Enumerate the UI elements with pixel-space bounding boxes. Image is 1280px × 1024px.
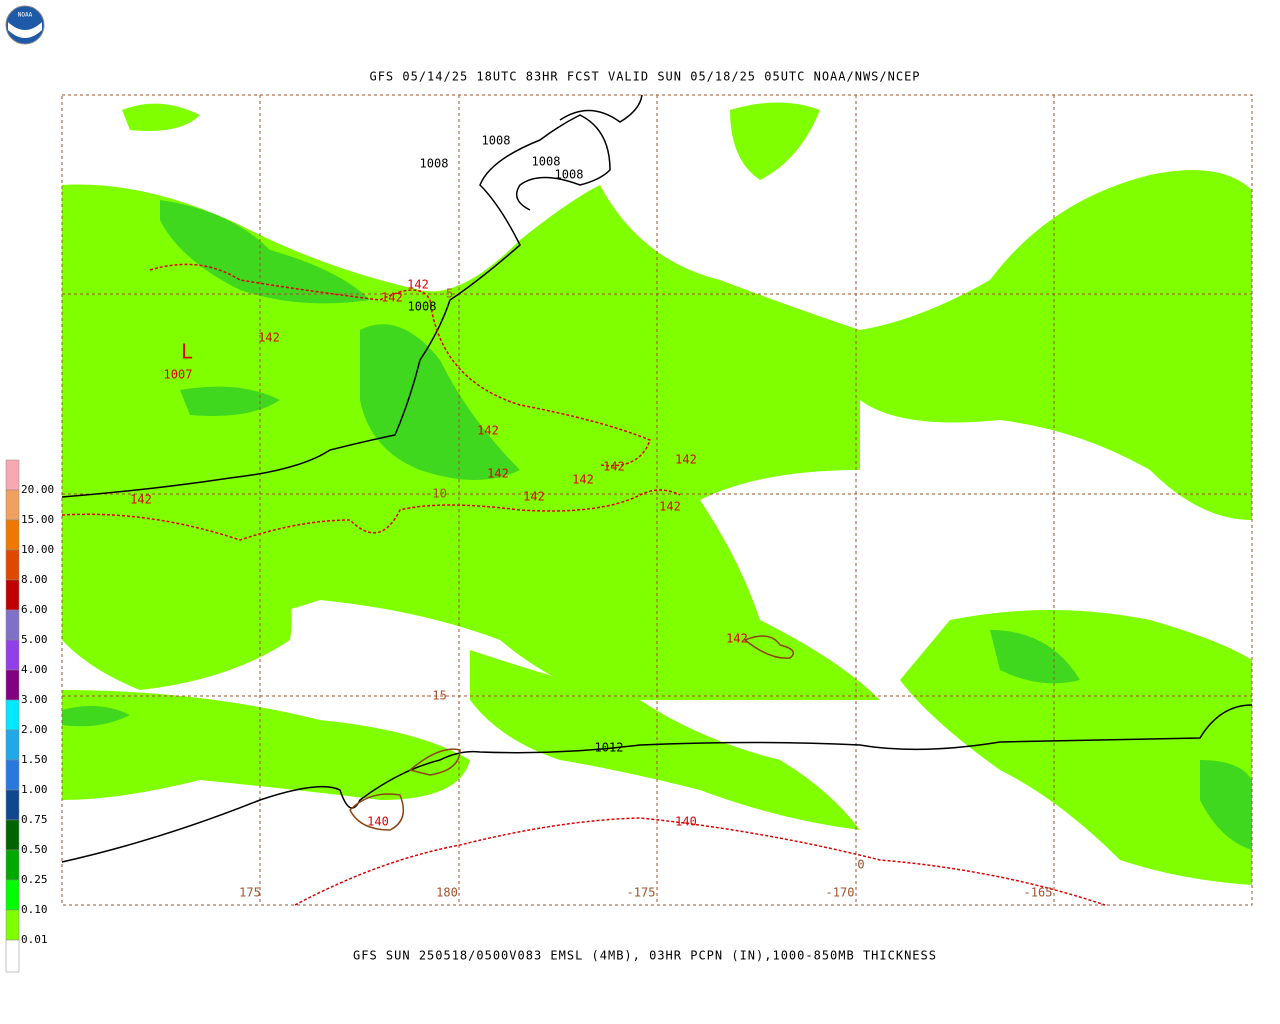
thickness-label: 140 [675, 815, 697, 829]
legend-swatch [5, 519, 20, 551]
legend-swatch [5, 459, 20, 491]
axis-labels: 175 180 -175 -170 -165 -5 -10 -15 [239, 287, 1052, 900]
legend-swatch [5, 789, 20, 821]
contour-label: 0 [857, 858, 864, 872]
legend-label: 4.00 [21, 663, 48, 676]
longitude-label: -175 [627, 886, 656, 900]
legend-label: 15.00 [21, 513, 54, 526]
pressure-label: 1008 [408, 300, 437, 314]
thickness-label: 142 [477, 424, 499, 438]
legend-swatch [5, 699, 20, 731]
legend-label: 0.10 [21, 903, 48, 916]
logo-text: NOAA [18, 12, 33, 19]
thickness-label: 140 [367, 815, 389, 829]
latitude-label: -10 [425, 487, 447, 501]
legend-label: 1.00 [21, 783, 48, 796]
legend-label: 10.00 [21, 543, 54, 556]
thickness-label: 142 [726, 632, 748, 646]
thickness-label: 142 [407, 278, 429, 292]
pressure-label: 1008 [482, 134, 511, 148]
latitude-label: -5 [439, 287, 453, 301]
longitude-label: -170 [826, 886, 855, 900]
graticule [61, 94, 1253, 906]
legend-label: 0.25 [21, 873, 48, 886]
color-legend: 20.00 15.00 10.00 8.00 6.00 5.00 4.00 3.00 2.00 1… [5, 459, 54, 973]
latitude-label: -15 [425, 689, 447, 703]
map-title: GFS 05/14/25 18UTC 83HR FCST VALID SUN 0… [369, 70, 920, 84]
legend-label: 3.00 [21, 693, 48, 706]
low-marker: L [181, 340, 193, 364]
legend-swatch [5, 579, 20, 611]
legend-swatch [5, 879, 20, 911]
map-caption: GFS SUN 250518/0500V083 EMSL (4MB), 03HR… [353, 949, 937, 963]
thickness-label: 142 [572, 473, 594, 487]
thickness-label: 142 [381, 291, 403, 305]
legend-swatch [5, 549, 20, 581]
legend-label: 6.00 [21, 603, 48, 616]
legend-swatch [5, 669, 20, 701]
legend-swatch [5, 639, 20, 671]
legend-swatch [5, 909, 20, 941]
precip-areas [62, 102, 1252, 885]
thickness-label: 142 [523, 490, 545, 504]
legend-swatch [5, 939, 20, 973]
legend-label: 0.01 [21, 933, 48, 946]
legend-swatch [5, 759, 20, 791]
pressure-label: 1008 [555, 168, 584, 182]
longitude-label: 175 [239, 886, 261, 900]
legend-label: 0.50 [21, 843, 48, 856]
legend-label: 0.75 [21, 813, 48, 826]
thickness-label: 142 [487, 467, 509, 481]
legend-swatch [5, 819, 20, 851]
legend-swatch [5, 609, 20, 641]
thickness-label: 142 [675, 453, 697, 467]
longitude-label: -165 [1024, 886, 1053, 900]
legend-label: 1.50 [21, 753, 48, 766]
pressure-label: 1008 [532, 155, 561, 169]
pressure-label: 1007 [164, 368, 193, 382]
thickness-label: 142 [659, 500, 681, 514]
longitude-label: 180 [436, 886, 458, 900]
legend-label: 5.00 [21, 633, 48, 646]
legend-label: 20.00 [21, 483, 54, 496]
legend-label: 2.00 [21, 723, 48, 736]
legend-swatch [5, 489, 20, 521]
legend-swatch [5, 729, 20, 761]
contour-labels: 1008 1008 1008 1008 1008 L 1007 1012 142… [130, 134, 864, 872]
legend-label: 8.00 [21, 573, 48, 586]
noaa-logo: NOAA [5, 5, 45, 45]
thickness-label: 142 [130, 493, 152, 507]
thickness-label: 142 [258, 331, 280, 345]
legend-swatch [5, 849, 20, 881]
pressure-label: 1012 [595, 741, 624, 755]
pressure-label: 1008 [420, 157, 449, 171]
thickness-label: 142 [603, 460, 625, 474]
contours [61, 94, 1253, 906]
